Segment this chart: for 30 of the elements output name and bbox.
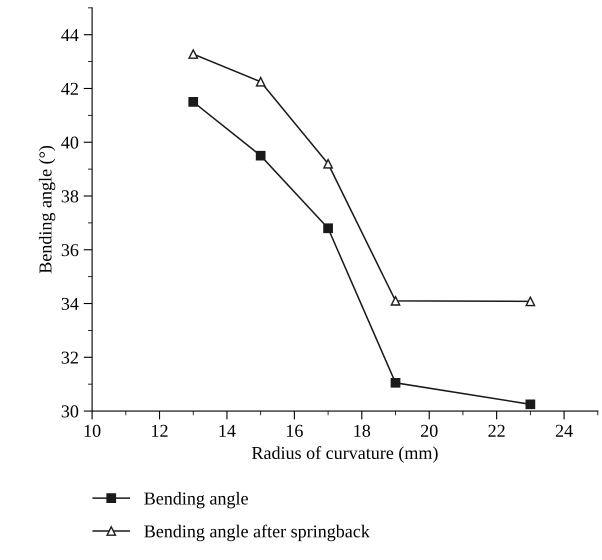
legend-label: Bending angle — [144, 492, 248, 508]
point — [256, 76, 266, 87]
y-tick-label: 32 — [62, 352, 78, 364]
point — [188, 49, 198, 59]
x-tick-label: 16 — [286, 424, 303, 437]
x-tick-label: 24 — [556, 424, 573, 437]
y-tick-label: 40 — [61, 136, 78, 149]
x-tick-label: 12 — [152, 424, 168, 437]
y-tick-label: 44 — [61, 29, 79, 41]
x-tick-label: 22 — [488, 424, 505, 437]
x-axis-title: Radius of curvature (mm) — [252, 446, 438, 463]
point — [188, 97, 198, 107]
y-tick-label: 42 — [61, 82, 78, 95]
y-axis-title: Bending angle (°) — [38, 146, 56, 274]
y-tick-label: 34 — [62, 298, 79, 310]
point — [256, 150, 266, 161]
x-tick-label: 14 — [220, 424, 236, 437]
y-tick-label: 30 — [62, 405, 78, 418]
y-tick-label: 38 — [62, 190, 78, 202]
point — [323, 223, 333, 234]
x-tick-label: 20 — [420, 424, 438, 437]
x-tick-label: 10 — [84, 424, 100, 437]
point — [323, 158, 333, 169]
y-tick-label: 36 — [62, 244, 78, 256]
point — [526, 399, 536, 410]
point — [390, 378, 400, 388]
legend-label: Bending angle after springback — [144, 524, 370, 542]
point — [390, 296, 400, 306]
point — [526, 296, 536, 306]
x-tick-label: 18 — [354, 424, 370, 437]
